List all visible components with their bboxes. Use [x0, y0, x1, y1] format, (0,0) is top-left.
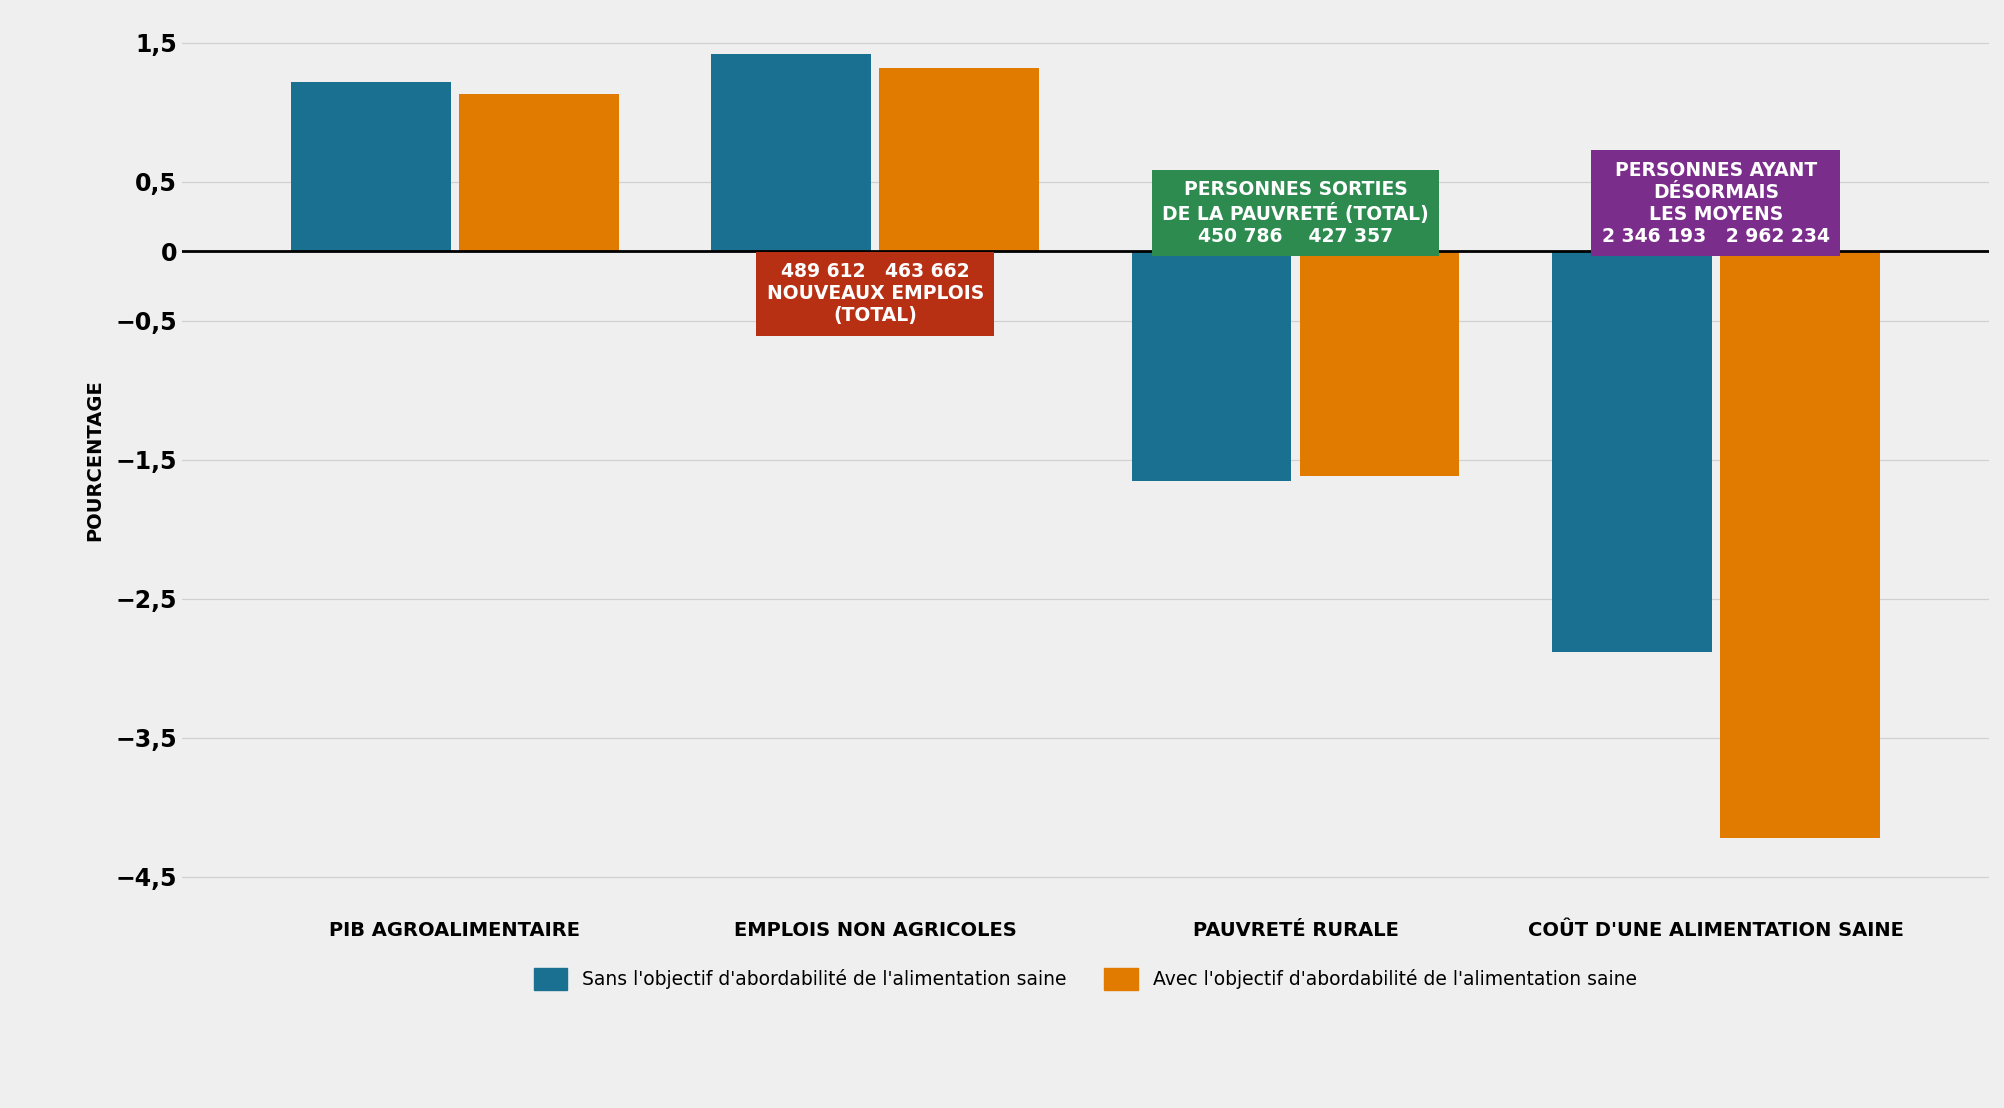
Bar	[1132, 252, 1291, 481]
Text: PERSONNES AYANT
DÉSORMAIS
LES MOYENS
2 346 193   2 962 234: PERSONNES AYANT DÉSORMAIS LES MOYENS 2 3…	[1601, 161, 1830, 246]
Text: 489 612   463 662
NOUVEAUX EMPLOIS
(TOTAL): 489 612 463 662 NOUVEAUX EMPLOIS (TOTAL)	[768, 263, 984, 326]
Bar	[291, 82, 451, 252]
Bar	[459, 94, 619, 252]
Bar	[880, 68, 1040, 252]
Bar	[1551, 252, 1711, 652]
Bar	[1301, 252, 1459, 476]
Bar	[1719, 252, 1880, 838]
Bar	[711, 54, 872, 252]
Legend: Sans l'objectif d'abordabilité de l'alimentation saine, Avec l'objectif d'aborda: Sans l'objectif d'abordabilité de l'alim…	[527, 961, 1645, 997]
Text: PERSONNES SORTIES
DE LA PAUVRETÉ (TOTAL)
450 786    427 357: PERSONNES SORTIES DE LA PAUVRETÉ (TOTAL)…	[1162, 181, 1429, 246]
Y-axis label: POURCENTAGE: POURCENTAGE	[84, 379, 104, 541]
